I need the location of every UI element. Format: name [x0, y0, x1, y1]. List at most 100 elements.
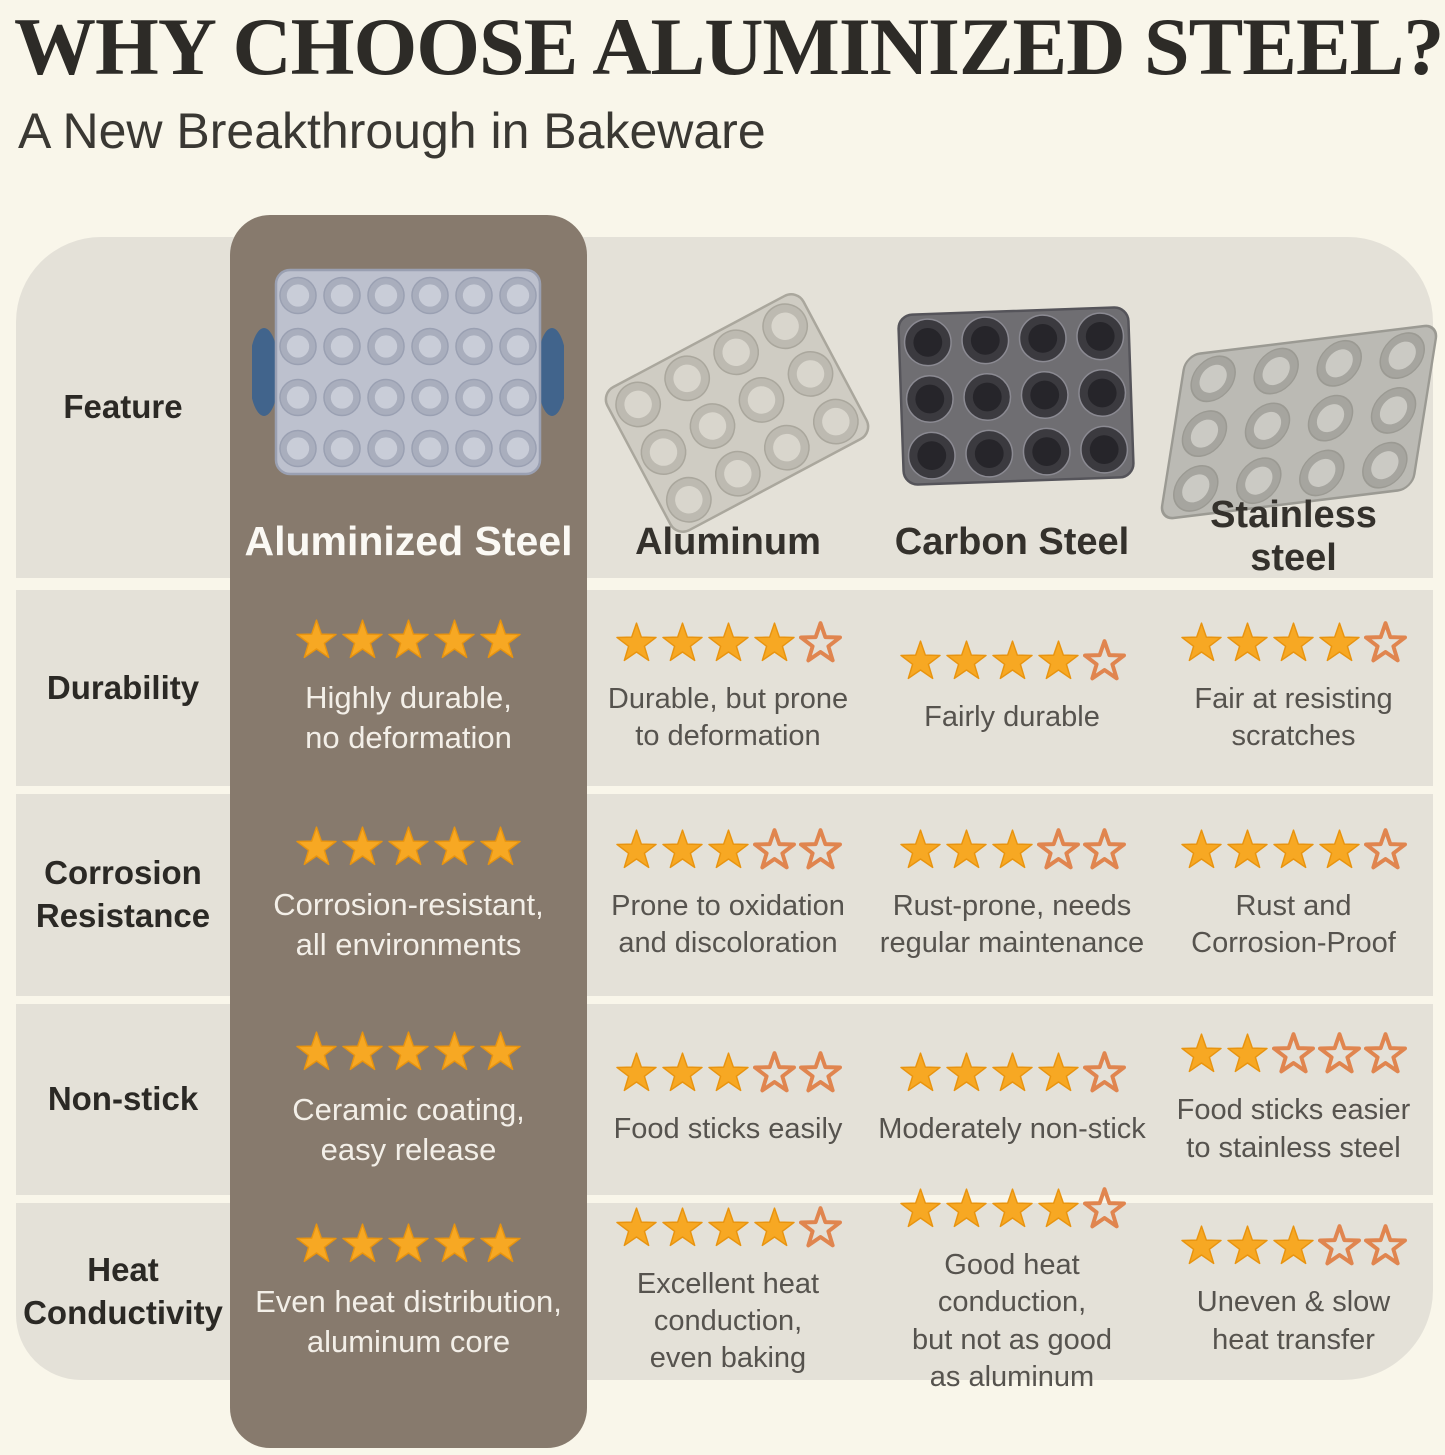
cell-nonstick-aluminum: Food sticks easily: [586, 1004, 870, 1195]
star-rating: [1180, 621, 1407, 664]
table-row-heat-conductivity: Heat Conductivity Even heat distribution…: [16, 1187, 1433, 1393]
star-icon-filled: [945, 1052, 987, 1092]
cell-note: Fairly durable: [924, 701, 1100, 734]
cell-note: Uneven & slow heat transfer: [1196, 1286, 1391, 1356]
cell-nonstick-stainless-steel: Food sticks easier to stainless steel: [1154, 1004, 1433, 1195]
table-row-corrosion-resistance: Corrosion Resistance Corrosion-resistant…: [16, 794, 1433, 996]
table-row-non-stick: Non-stick Ceramic coating, easy release …: [16, 1004, 1433, 1195]
star-icon-filled: [991, 1052, 1033, 1092]
star-icon-empty: [1364, 1224, 1407, 1266]
star-rating: [295, 1030, 522, 1073]
star-icon-empty: [798, 828, 842, 870]
star-icon-empty: [1364, 621, 1407, 663]
cell-note: Highly durable, no deformation: [305, 680, 512, 755]
cell-corrosion-aluminized-steel: Corrosion-resistant, all environments: [230, 794, 587, 996]
star-icon-filled: [661, 1052, 703, 1092]
star-icon-filled: [1037, 1052, 1079, 1092]
cell-note: Prone to oxidation and discoloration: [611, 889, 845, 959]
cell-corrosion-aluminum: Prone to oxidation and discoloration: [586, 794, 870, 996]
star-icon-filled: [899, 1052, 941, 1092]
star-icon-filled: [388, 1223, 429, 1262]
column-header-carbon-steel: Carbon Steel: [894, 520, 1130, 563]
star-icon-filled: [945, 829, 987, 869]
aluminum-pan-image: [604, 293, 870, 533]
star-rating: [615, 1206, 842, 1249]
cell-note: Durable, but prone to deformation: [607, 682, 849, 752]
star-icon-filled: [1227, 829, 1268, 869]
star-icon-filled: [1273, 829, 1314, 869]
star-icon-filled: [1181, 829, 1222, 869]
cell-note: Even heat distribution, aluminum core: [255, 1283, 562, 1359]
star-icon-filled: [945, 640, 987, 680]
star-icon-filled: [991, 829, 1033, 869]
stainless-steel-pan-image: [1160, 324, 1438, 520]
cell-note: Excellent heat conduction, even baking: [636, 1267, 820, 1375]
star-icon-filled: [480, 619, 521, 659]
star-icon-empty: [798, 621, 842, 663]
star-icon-filled: [480, 826, 521, 866]
star-icon-filled: [661, 1207, 703, 1246]
star-icon-filled: [296, 826, 337, 866]
star-icon-filled: [342, 826, 383, 866]
star-icon-empty: [1082, 1187, 1126, 1229]
star-icon-filled: [707, 829, 749, 869]
star-icon-empty: [752, 828, 796, 870]
cell-note: Good heat conduction, but not as good as…: [912, 1249, 1112, 1393]
cell-note: Fair at resisting scratches: [1194, 682, 1393, 752]
feature-column-header: Feature: [63, 388, 183, 426]
cell-note: Food sticks easier to stainless steel: [1176, 1094, 1411, 1164]
star-icon-filled: [1181, 1225, 1222, 1265]
cell-durability-aluminum: Durable, but prone to deformation: [586, 590, 870, 786]
star-icon-empty: [1272, 1032, 1315, 1074]
star-rating: [899, 1187, 1126, 1230]
cell-heat-aluminum: Excellent heat conduction, even baking: [586, 1203, 870, 1380]
star-icon-filled: [945, 1188, 987, 1228]
star-icon-filled: [480, 1223, 521, 1262]
cell-note: Moderately non-stick: [878, 1112, 1146, 1145]
star-icon-empty: [752, 1051, 796, 1093]
star-rating: [899, 639, 1126, 682]
star-rating: [899, 828, 1126, 871]
cell-note: Rust-prone, needs regular maintenance: [879, 889, 1145, 959]
row-label-durability: Durability: [46, 668, 200, 706]
star-icon-empty: [1036, 828, 1080, 870]
cell-note: Rust and Corrosion-Proof: [1191, 889, 1396, 959]
star-icon-empty: [1318, 1032, 1361, 1074]
cell-corrosion-stainless-steel: Rust and Corrosion-Proof: [1154, 794, 1433, 996]
star-icon-filled: [1037, 640, 1079, 680]
cell-note: Corrosion-resistant, all environments: [273, 887, 544, 962]
carbon-steel-pan-image: [897, 306, 1135, 486]
star-icon-filled: [1273, 1225, 1314, 1265]
star-icon-filled: [615, 622, 657, 662]
star-icon-filled: [434, 619, 475, 659]
column-header-aluminized-steel: Aluminized Steel: [244, 518, 573, 565]
row-label-heat-conductivity: Heat Conductivity: [23, 1250, 223, 1331]
star-icon-empty: [1082, 828, 1126, 870]
star-rating: [1180, 828, 1407, 871]
aluminized-steel-pan-image: [252, 268, 564, 476]
star-icon-empty: [798, 1206, 842, 1248]
star-icon-filled: [899, 829, 941, 869]
star-icon-filled: [991, 640, 1033, 680]
cell-heat-carbon-steel: Good heat conduction, but not as good as…: [870, 1187, 1154, 1393]
star-icon-filled: [1227, 1225, 1268, 1265]
star-icon-empty: [798, 1051, 842, 1093]
star-icon-filled: [1319, 829, 1360, 869]
star-icon-filled: [342, 619, 383, 659]
star-icon-filled: [480, 1031, 521, 1070]
star-icon-filled: [707, 622, 749, 662]
star-icon-filled: [342, 1031, 383, 1070]
star-rating: [615, 828, 842, 871]
star-icon-filled: [753, 622, 795, 662]
cell-corrosion-carbon-steel: Rust-prone, needs regular maintenance: [870, 794, 1154, 996]
star-rating: [1180, 1032, 1407, 1075]
table-row-durability: Durability Highly durable, no deformatio…: [16, 590, 1433, 786]
star-icon-filled: [296, 619, 337, 659]
star-icon-filled: [1227, 1033, 1268, 1073]
cell-note: Food sticks easily: [613, 1112, 843, 1145]
row-label-non-stick: Non-stick: [47, 1080, 199, 1118]
star-icon-filled: [388, 619, 429, 659]
star-rating: [1180, 1224, 1407, 1267]
star-icon-filled: [296, 1031, 337, 1070]
